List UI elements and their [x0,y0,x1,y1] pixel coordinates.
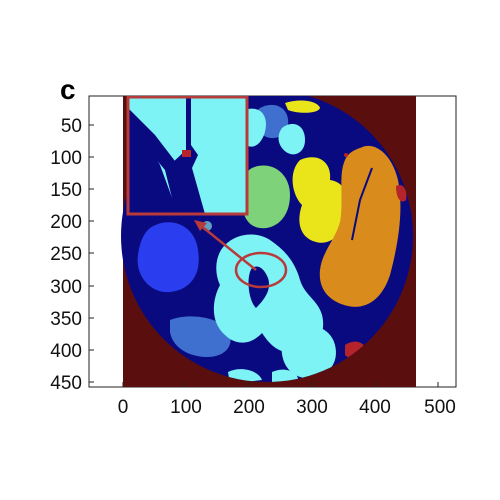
y-tick-label: 150 [50,180,82,201]
annotation-arrow-head [194,220,207,231]
x-tick-label: 500 [424,397,456,418]
y-tick-label: 450 [50,373,82,394]
cyan-region-top-right [278,124,305,155]
y-tick-label: 400 [50,341,82,362]
x-tick-label: 400 [359,397,391,418]
panel-label: c [60,74,76,105]
orange-boundary-line [351,167,373,241]
green-region [241,165,290,229]
blue-region [137,222,199,293]
yellow-region-top [285,100,320,113]
axis-ticks [89,124,439,387]
y-tick-label: 300 [50,277,82,298]
inset-frame [126,96,249,216]
steel-blue-region-lower [170,316,231,358]
highlight-ellipse [234,251,288,289]
annotation-arrow-line [199,224,257,271]
x-tick-label: 100 [170,397,202,418]
y-tick-label: 200 [50,212,82,233]
inset-cyan-right [191,97,247,214]
yellow-region [292,157,350,243]
x-tick-label: 300 [296,397,328,418]
cyan-region-center [213,234,324,353]
inset-boundary-dark [128,108,186,214]
red-region-right [396,184,407,202]
red-dot [344,153,348,157]
cyan-region-lower-right [281,325,336,379]
x-tick-label: 0 [118,397,129,418]
y-tick-label: 100 [50,148,82,169]
orange-region [319,145,401,307]
inset-red-marker [182,150,191,157]
y-tick-label: 50 [61,116,82,137]
x-tick-label: 200 [233,397,265,418]
y-tick-label: 250 [50,244,82,265]
y-tick-label: 350 [50,309,82,330]
